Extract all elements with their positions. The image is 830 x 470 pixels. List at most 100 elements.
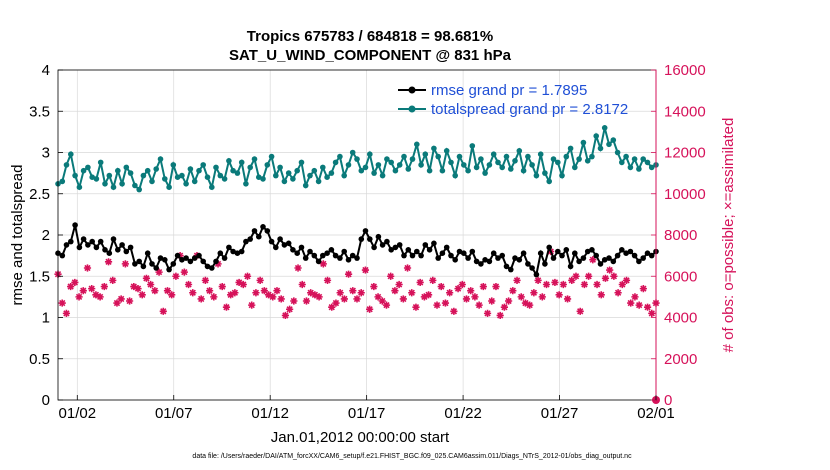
- obs-assimilated-point: [534, 276, 542, 284]
- y-right-tick-label: 2000: [664, 351, 697, 368]
- rmse-point: [63, 242, 70, 248]
- obs-assimilated-point: [332, 299, 340, 307]
- totalspread-point: [414, 141, 420, 148]
- obs-assimilated-point: [424, 291, 433, 299]
- obs-assimilated-point: [248, 301, 256, 309]
- legend-label-rmse: rmse grand pr = 1.7895: [431, 82, 587, 99]
- rmse-point: [332, 252, 339, 259]
- totalspread-point: [371, 170, 377, 176]
- obs-assimilated-point: [458, 280, 466, 289]
- rmse-point: [409, 252, 416, 259]
- obs-assimilated-point: [387, 272, 395, 280]
- rmse-point: [243, 238, 249, 245]
- rmse-point: [255, 233, 262, 240]
- totalspread-point: [384, 156, 390, 162]
- totalspread-point: [396, 162, 403, 168]
- rmse-point: [179, 257, 185, 263]
- obs-assimilated-point: [340, 295, 348, 303]
- x-tick-label: 01/12: [251, 405, 289, 422]
- rmse-point: [320, 252, 326, 259]
- obs-assimilated-point: [222, 303, 231, 311]
- totalspread-point: [627, 164, 634, 171]
- rmse-point: [550, 255, 557, 261]
- obs-assimilated-point: [467, 287, 475, 295]
- totalspread-point: [311, 167, 318, 174]
- rmse-point: [648, 252, 655, 259]
- y-right-tick-label: 4000: [664, 310, 697, 327]
- rmse-point: [367, 236, 373, 242]
- obs-assimilated-point: [454, 285, 462, 293]
- y-tick-label: 3.5: [29, 103, 50, 120]
- totalspread-point: [136, 186, 142, 193]
- totalspread-point: [89, 174, 95, 180]
- rmse-point: [580, 255, 587, 261]
- totalspread-point: [537, 151, 544, 157]
- obs-assimilated-point: [500, 303, 508, 311]
- obs-assimilated-point: [408, 289, 416, 297]
- obs-assimilated-point: [323, 276, 332, 284]
- obs-assimilated-point: [235, 278, 243, 287]
- rmse-point: [238, 248, 245, 255]
- obs-assimilated-point: [328, 303, 336, 311]
- totalspread-point: [482, 170, 488, 176]
- rmse-point: [97, 238, 104, 245]
- totalspread-point: [255, 174, 262, 180]
- obs-assimilated-point: [344, 270, 353, 278]
- rmse-point: [217, 250, 224, 256]
- obs-assimilated-point: [551, 278, 559, 287]
- obs-assimilated-point: [290, 297, 298, 305]
- totalspread-point: [157, 156, 164, 162]
- rmse-point: [166, 266, 172, 273]
- rmse-point: [349, 252, 356, 259]
- rmse-point: [85, 242, 91, 248]
- obs-assimilated-point: [446, 289, 454, 297]
- totalspread-point: [247, 164, 253, 171]
- rmse-point: [311, 252, 318, 259]
- rmse-point: [153, 265, 159, 271]
- y-tick-label: 3: [42, 145, 50, 162]
- rmse-point: [589, 247, 595, 253]
- rmse-point: [520, 250, 527, 256]
- obs-assimilated-point: [71, 278, 79, 287]
- obs-assimilated-point: [273, 287, 281, 295]
- y-grid: [58, 69, 656, 401]
- obs-assimilated-point: [361, 266, 370, 274]
- rmse-point: [490, 250, 497, 256]
- totalspread-point: [503, 153, 510, 160]
- obs-assimilated-point: [256, 276, 264, 284]
- obs-assimilated-point: [412, 303, 420, 311]
- totalspread-point: [72, 172, 78, 179]
- totalspread-point: [648, 164, 655, 171]
- rmse-point: [132, 261, 138, 267]
- totalspread-point: [619, 159, 625, 166]
- rmse-point: [576, 258, 582, 265]
- totalspread-point: [315, 178, 322, 185]
- totalspread-point: [307, 172, 313, 179]
- obs-assimilated-point: [142, 274, 151, 282]
- rmse-point: [537, 250, 544, 256]
- totalspread-point: [140, 172, 147, 179]
- obs-assimilated-point: [517, 293, 525, 301]
- obs-assimilated-point: [67, 282, 75, 291]
- obs-assimilated-point: [530, 289, 538, 297]
- totalspread-point: [281, 178, 288, 185]
- obs-assimilated-point: [336, 289, 344, 297]
- obs-assimilated-point: [163, 287, 172, 295]
- totalspread-point: [452, 172, 459, 179]
- rmse-point: [426, 247, 433, 253]
- totalspread-point: [401, 153, 407, 160]
- obs-assimilated-point: [589, 256, 597, 264]
- rmse-point: [144, 250, 151, 256]
- totalspread-point: [260, 176, 266, 182]
- obs-assimilated-point: [75, 293, 83, 301]
- x-tick-label: 01/22: [444, 405, 482, 422]
- obs-assimilated-point: [563, 295, 572, 303]
- obs-assimilated-point: [462, 295, 471, 303]
- obs-assimilated-point: [134, 285, 142, 293]
- x-tick-label: 01/27: [541, 405, 579, 422]
- obs-assimilated-point: [597, 291, 605, 299]
- totalspread-point: [623, 153, 629, 160]
- totalspread-point: [610, 137, 617, 143]
- obs-assimilated-point: [121, 260, 129, 268]
- rmse-point: [298, 244, 305, 251]
